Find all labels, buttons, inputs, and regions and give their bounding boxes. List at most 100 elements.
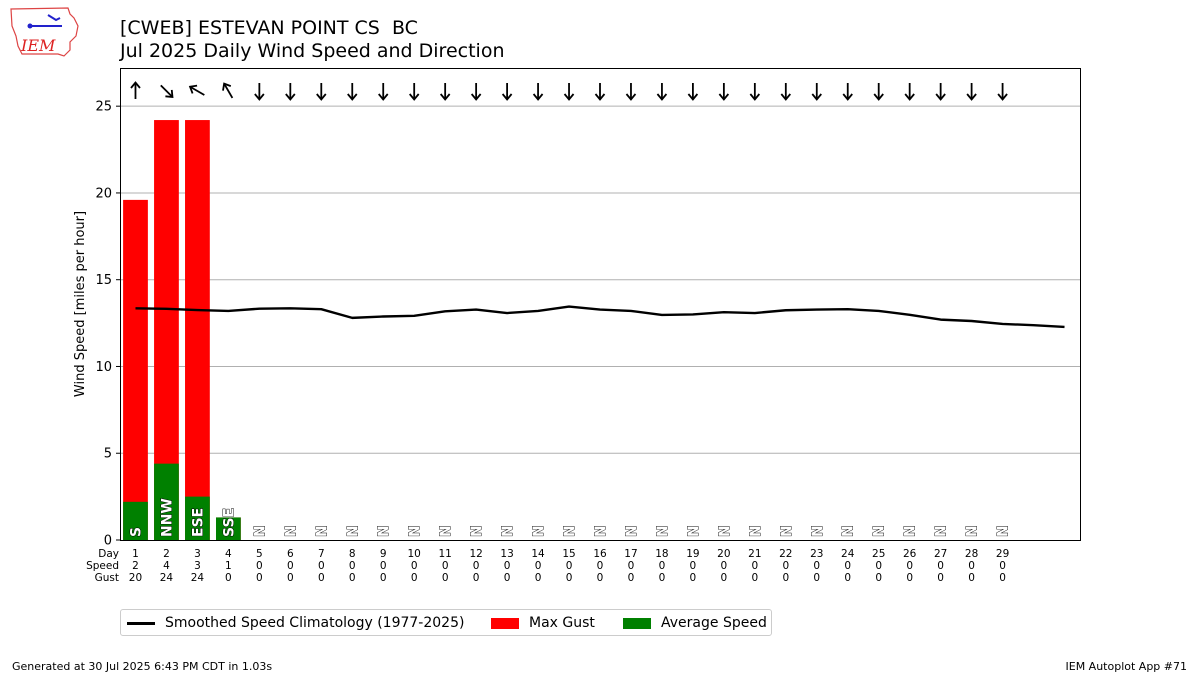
day-label: 15 <box>562 548 575 560</box>
day-label: 27 <box>934 548 947 560</box>
gust-value-label: 0 <box>504 572 511 584</box>
direction-label: N <box>283 525 299 537</box>
speed-value-label: 0 <box>875 560 882 572</box>
speed-value-label: 0 <box>751 560 758 572</box>
gust-value-label: 0 <box>999 572 1006 584</box>
direction-label: ESE <box>190 508 206 537</box>
speed-bar <box>154 463 179 540</box>
day-label: 26 <box>903 548 917 560</box>
speed-value-label: 0 <box>535 560 542 572</box>
direction-arrow-icon <box>222 82 234 99</box>
speed-value-label: 0 <box>597 560 604 572</box>
gust-value-label: 0 <box>968 572 975 584</box>
gust-value-label: 0 <box>628 572 635 584</box>
day-label: 17 <box>624 548 637 560</box>
direction-arrow-icon <box>842 83 853 101</box>
speed-value-label: 4 <box>163 560 170 572</box>
iem-logo: IEM <box>8 6 80 60</box>
day-label: 3 <box>194 548 201 560</box>
speed-value-label: 0 <box>999 560 1006 572</box>
speed-value-label: 0 <box>844 560 851 572</box>
day-label: 25 <box>872 548 885 560</box>
day-label: 2 <box>163 548 170 560</box>
day-label: 5 <box>256 548 263 560</box>
direction-label: N <box>717 525 733 537</box>
arrow-head <box>316 93 327 101</box>
arrow-head <box>873 93 884 101</box>
direction-arrow-icon <box>501 83 513 101</box>
direction-arrow-icon <box>563 83 575 101</box>
arrow-shaft <box>223 83 234 99</box>
speed-value-label: 0 <box>566 560 573 572</box>
direction-label: N <box>965 525 981 537</box>
speed-value-label: 1 <box>225 560 232 572</box>
day-label: 20 <box>717 548 730 560</box>
direction-arrow-icon <box>966 83 977 101</box>
legend-item-gust: Max Gust <box>491 614 595 632</box>
direction-label: N <box>903 525 919 537</box>
direction-arrow-icon <box>935 83 946 101</box>
day-label: 8 <box>349 548 356 560</box>
direction-label: N <box>841 525 857 537</box>
grid-lines <box>120 105 1080 454</box>
direction-label: N <box>779 525 795 537</box>
arrow-shaft <box>160 84 173 98</box>
arrow-head <box>935 93 946 101</box>
direction-label: N <box>469 525 485 537</box>
arrow-head <box>718 93 730 101</box>
direction-arrow-icon <box>780 83 792 101</box>
row-label-gust: Gust <box>95 572 119 584</box>
arrow-head <box>532 93 544 101</box>
day-label: 10 <box>408 548 421 560</box>
arrow-head <box>563 93 575 101</box>
legend-swatch-speed <box>623 617 651 629</box>
day-label: 23 <box>810 548 823 560</box>
y-tick-label: 20 <box>95 186 112 201</box>
legend: Smoothed Speed Climatology (1977-2025) M… <box>120 609 772 636</box>
legend-item-speed: Average Speed <box>623 614 767 632</box>
arrow-head <box>470 93 482 101</box>
direction-label: N <box>748 525 764 537</box>
speed-value-label: 0 <box>287 560 294 572</box>
bars <box>123 120 241 540</box>
arrow-head <box>165 89 174 99</box>
direction-label: N <box>996 525 1012 537</box>
arrow-head <box>749 93 761 101</box>
day-label: 9 <box>380 548 387 560</box>
speed-value-label: 0 <box>813 560 820 572</box>
direction-label: N <box>624 525 640 537</box>
gust-value-label: 0 <box>782 572 789 584</box>
direction-arrow-icon <box>408 83 420 101</box>
gust-value-label: 0 <box>906 572 913 584</box>
arrow-head <box>656 93 668 101</box>
day-label: 11 <box>438 548 451 560</box>
gust-value-label: 0 <box>751 572 758 584</box>
arrow-head <box>594 93 606 101</box>
day-label: 29 <box>996 548 1009 560</box>
direction-arrow-icon <box>811 83 822 101</box>
direction-label: N <box>593 525 609 537</box>
speed-value-label: 0 <box>256 560 263 572</box>
y-tick-label: 10 <box>95 360 112 375</box>
direction-label: N <box>934 525 950 537</box>
arrow-head <box>378 93 389 101</box>
arrow-head <box>222 82 232 91</box>
legend-label-climatology: Smoothed Speed Climatology (1977-2025) <box>165 615 465 631</box>
legend-label-speed: Average Speed <box>661 615 767 631</box>
chart-subtitle: Jul 2025 Daily Wind Speed and Direction <box>120 40 505 62</box>
direction-arrow-icon <box>873 83 884 101</box>
speed-value-label: 0 <box>349 560 356 572</box>
day-label: 28 <box>965 548 978 560</box>
gust-value-label: 0 <box>380 572 387 584</box>
direction-arrow-icon <box>718 83 730 101</box>
gust-value-label: 0 <box>721 572 728 584</box>
direction-label: N <box>438 525 454 537</box>
arrow-head <box>966 93 977 101</box>
direction-arrow-icon <box>532 83 544 101</box>
plot-frame <box>120 68 1081 541</box>
gust-value-label: 0 <box>535 572 542 584</box>
direction-arrow-icon <box>188 84 205 96</box>
iem-iowa-logo-icon: IEM <box>10 7 79 57</box>
direction-arrow-icon <box>160 84 174 99</box>
speed-value-label: 0 <box>411 560 418 572</box>
